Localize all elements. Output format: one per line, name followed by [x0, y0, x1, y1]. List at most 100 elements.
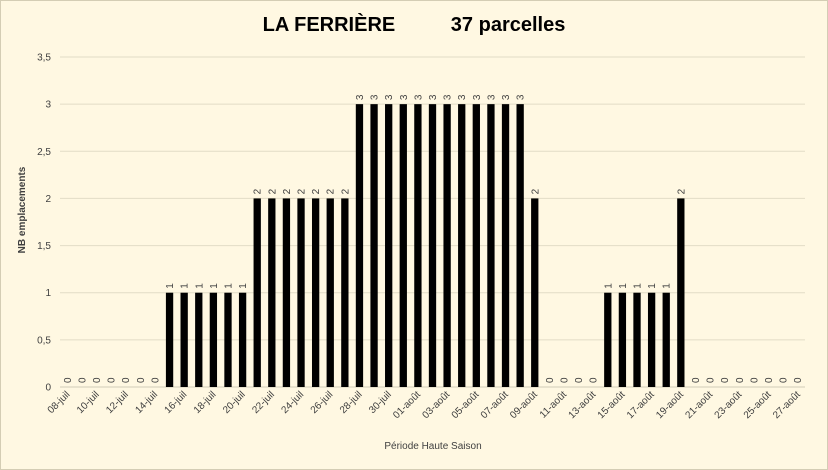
- bar: [282, 198, 291, 387]
- data-label: 2: [530, 188, 541, 194]
- data-label: 1: [647, 283, 658, 289]
- x-tick-label: 25-août: [742, 389, 774, 421]
- bar: [195, 292, 203, 387]
- y-axis-ticks: 0 0,5 1 1,5 2 2,5 3 3,5: [37, 53, 51, 394]
- data-label: 2: [326, 188, 337, 194]
- data-label: 3: [486, 94, 497, 100]
- x-tick-label: 03-août: [420, 389, 452, 421]
- data-label: 0: [793, 377, 804, 383]
- x-tick-label: 22-juil: [250, 389, 277, 416]
- bar: [647, 292, 656, 387]
- y-tick-label: 1,5: [37, 241, 51, 252]
- x-tick-label: 13-août: [567, 389, 599, 421]
- x-tick-label: 23-août: [713, 389, 745, 421]
- y-tick-label: 2: [45, 194, 51, 205]
- bar: [268, 198, 276, 387]
- data-label: 2: [267, 188, 278, 194]
- x-tick-label: 28-juil: [338, 389, 365, 416]
- bar: [180, 292, 188, 387]
- bar: [516, 104, 524, 388]
- data-label: 0: [779, 377, 790, 383]
- data-label: 3: [443, 94, 454, 100]
- data-label: 3: [384, 94, 395, 100]
- bar: [238, 292, 247, 387]
- bar: [370, 104, 378, 388]
- x-tick-label: 09-août: [508, 389, 540, 421]
- bar: [531, 198, 539, 387]
- bar: [604, 292, 612, 387]
- data-label: 0: [691, 377, 702, 383]
- data-label: 3: [399, 94, 410, 100]
- x-tick-label: 15-août: [596, 389, 628, 421]
- data-label: 3: [428, 94, 439, 100]
- data-label: 1: [165, 283, 176, 289]
- bar: [618, 292, 627, 387]
- bar: [224, 292, 232, 387]
- bar: [443, 104, 451, 388]
- data-label: 2: [340, 188, 351, 194]
- bar: [487, 104, 495, 388]
- data-label: 0: [720, 377, 731, 383]
- bar: [165, 292, 174, 387]
- data-label: 1: [633, 283, 644, 289]
- data-label: 0: [150, 377, 161, 383]
- x-tick-label: 10-juil: [75, 389, 102, 416]
- data-label: 3: [413, 94, 424, 100]
- x-tick-label: 16-juil: [163, 389, 190, 416]
- x-tick-label: 14-juil: [133, 389, 160, 416]
- data-label: 0: [77, 377, 88, 383]
- data-label: 2: [297, 188, 308, 194]
- data-label: 0: [706, 377, 717, 383]
- bar: [662, 292, 670, 387]
- data-label: 0: [735, 377, 746, 383]
- bar: [472, 104, 480, 388]
- y-tick-label: 0: [45, 383, 51, 394]
- y-tick-label: 3: [45, 100, 51, 111]
- data-label: 0: [559, 377, 570, 383]
- bar: [253, 198, 261, 387]
- y-tick-label: 3,5: [37, 53, 51, 64]
- bar: [385, 104, 393, 388]
- bar: [633, 292, 641, 387]
- bar: [677, 198, 685, 387]
- data-label: 0: [92, 377, 103, 383]
- x-tick-label: 30-juil: [367, 389, 394, 416]
- data-label: 3: [472, 94, 483, 100]
- x-tick-label: 07-août: [479, 389, 511, 421]
- x-tick-label: 01-août: [391, 389, 423, 421]
- data-label: 1: [194, 283, 205, 289]
- data-label: 1: [238, 283, 249, 289]
- x-tick-label: 24-juil: [280, 389, 307, 416]
- x-axis-ticks: 08-juil 10-juil 12-juil 14-juil 16-juil 18-ju…: [46, 389, 803, 421]
- data-label: 1: [603, 283, 614, 289]
- data-label: 3: [516, 94, 527, 100]
- data-label: 3: [355, 94, 366, 100]
- data-label: 2: [676, 188, 687, 194]
- chart-title: LA FERRIÈRE 37 parcelles: [262, 14, 566, 36]
- x-tick-label: 17-août: [625, 389, 657, 421]
- x-axis-title: Période Haute Saison: [384, 441, 481, 452]
- data-label: 0: [749, 377, 760, 383]
- bar: [399, 104, 407, 388]
- y-tick-label: 0,5: [37, 335, 51, 346]
- data-label: 0: [764, 377, 775, 383]
- data-label: 0: [121, 377, 132, 383]
- bar: [501, 104, 510, 388]
- bar: [297, 198, 305, 387]
- x-tick-label: 12-juil: [104, 389, 131, 416]
- x-tick-label: 26-juil: [309, 389, 336, 416]
- bar: [458, 104, 466, 388]
- data-label: 1: [209, 283, 220, 289]
- bar: [209, 292, 218, 387]
- x-tick-label: 27-août: [771, 389, 803, 421]
- data-label: 2: [311, 188, 322, 194]
- data-label: 0: [589, 377, 600, 383]
- x-tick-label: 11-août: [538, 389, 569, 420]
- data-label: 0: [63, 377, 74, 383]
- x-tick-label: 18-juil: [192, 389, 219, 416]
- data-label: 1: [180, 283, 191, 289]
- data-label: 0: [574, 377, 585, 383]
- data-label: 3: [457, 94, 468, 100]
- bar: [311, 198, 320, 387]
- data-label: 3: [370, 94, 381, 100]
